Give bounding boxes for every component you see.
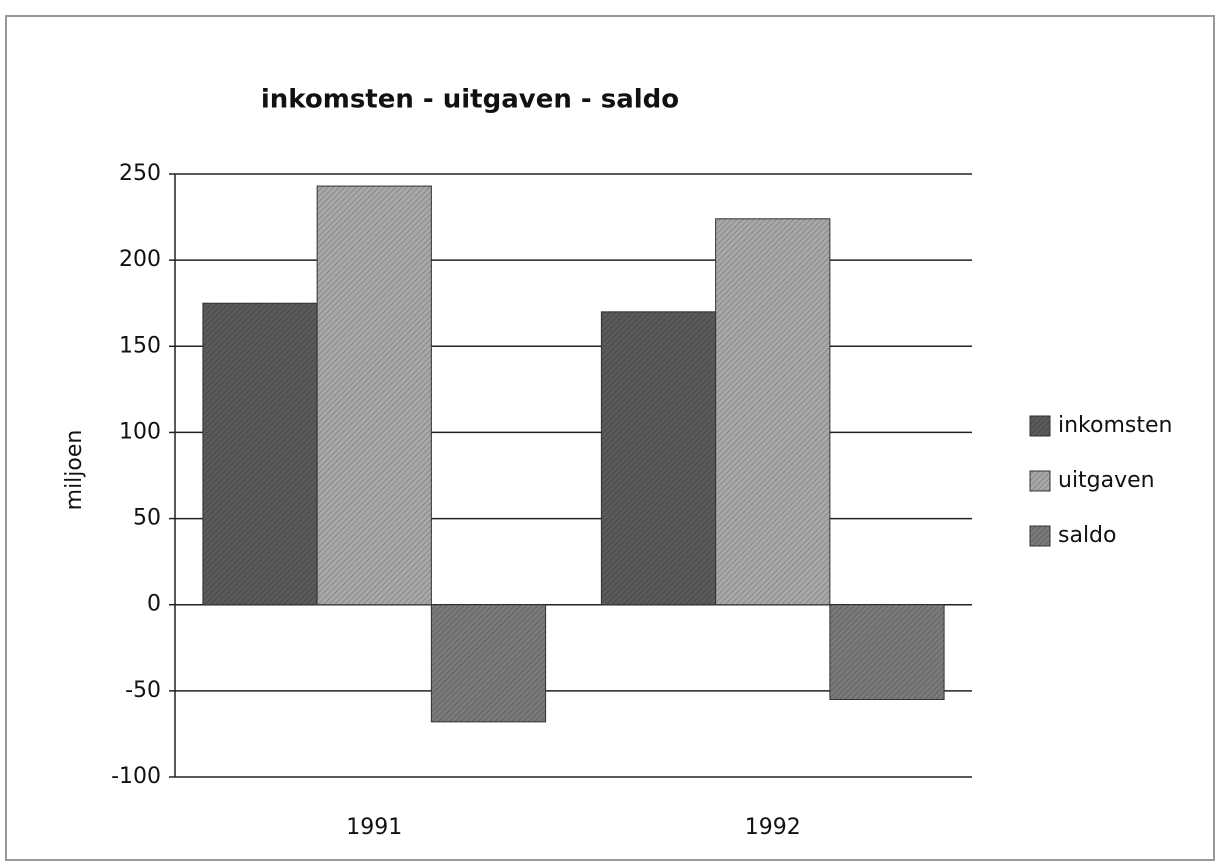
bar-texture xyxy=(317,186,432,605)
legend-swatch-texture xyxy=(1030,416,1050,436)
frame xyxy=(5,15,1215,861)
bar-texture xyxy=(202,303,318,605)
legend-label: uitgaven xyxy=(1058,468,1155,493)
legend-label: saldo xyxy=(1058,523,1116,548)
x-tick-label: 1991 xyxy=(346,815,402,840)
legend-label: inkomsten xyxy=(1058,413,1172,438)
bar-texture xyxy=(431,604,546,722)
y-tick-label: 150 xyxy=(119,333,161,358)
bar-texture xyxy=(829,604,945,700)
y-tick-label: 100 xyxy=(119,419,161,444)
bar-texture xyxy=(715,218,830,605)
y-tick-label: -50 xyxy=(125,678,161,703)
legend-swatch-texture xyxy=(1030,471,1050,491)
y-tick-label: 0 xyxy=(147,592,161,617)
y-tick-label: 50 xyxy=(133,506,161,531)
chart-title: inkomsten - uitgaven - saldo xyxy=(261,85,679,115)
legend-swatch-texture xyxy=(1030,526,1050,546)
bar-texture xyxy=(601,311,716,605)
x-tick-label: 1992 xyxy=(745,815,801,840)
y-axis-label: miljoen xyxy=(62,430,87,511)
y-tick-label: 250 xyxy=(119,161,161,186)
y-tick-label: 200 xyxy=(119,247,161,272)
y-tick-label: -100 xyxy=(111,764,161,789)
